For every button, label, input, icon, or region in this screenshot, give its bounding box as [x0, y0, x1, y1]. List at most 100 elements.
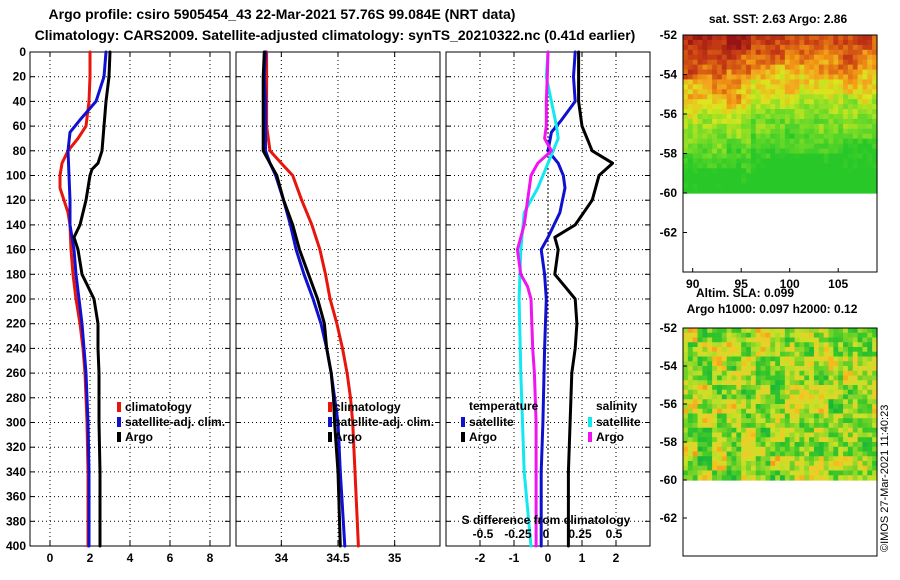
heatmap-cell — [838, 173, 844, 179]
heatmap-cell — [697, 399, 703, 405]
heatmap-cell — [857, 347, 864, 353]
heatmap-cell — [799, 437, 805, 443]
heatmap-cell — [692, 39, 699, 46]
heatmap-cell — [741, 188, 747, 194]
heatmap-cell — [780, 423, 786, 429]
heatmap-cell — [687, 370, 694, 377]
heatmap-cell — [780, 451, 786, 457]
xtick-label: 4 — [127, 551, 134, 565]
heatmap-cell — [731, 84, 737, 90]
heatmap-cell — [721, 375, 728, 381]
heatmap-cell — [843, 79, 849, 85]
heatmap-cell — [780, 394, 786, 400]
heatmap-cell — [702, 413, 708, 419]
heatmap-cell — [804, 328, 810, 334]
legend-swatch-temp-satellite — [461, 417, 465, 427]
heatmap-cell — [847, 427, 854, 434]
heatmap-cell — [731, 173, 737, 179]
heatmap-cell — [833, 99, 839, 105]
heatmap-cell — [828, 423, 834, 429]
heatmap-cell — [833, 394, 839, 400]
heatmap-cell — [862, 163, 868, 169]
heatmap-cell — [755, 54, 762, 61]
heatmap-cell — [760, 451, 767, 457]
heatmap-cell — [707, 35, 713, 41]
heatmap-cell — [823, 163, 830, 169]
heatmap-cell — [712, 456, 718, 462]
heatmap-cell — [687, 399, 694, 405]
heatmap-cell — [736, 59, 742, 66]
heatmap-cell — [794, 470, 800, 476]
heatmap-cell — [765, 89, 771, 95]
heatmap-cell — [765, 418, 771, 424]
heatmap-cell — [755, 456, 762, 462]
heatmap-cell — [823, 94, 830, 100]
heatmap-cell — [726, 153, 733, 160]
heatmap-cell — [692, 84, 699, 90]
heatmap-cell — [799, 84, 805, 90]
heatmap-cell — [736, 104, 742, 110]
heatmap-cell — [760, 385, 767, 391]
heatmap-cell — [843, 94, 849, 100]
heatmap-cell — [755, 332, 762, 339]
heatmap-cell — [794, 104, 800, 110]
heatmap-cell — [765, 446, 771, 453]
heatmap-cell — [809, 399, 815, 405]
heatmap-cell — [809, 451, 815, 457]
heatmap-cell — [852, 183, 859, 189]
heatmap-cell — [847, 375, 854, 381]
heatmap-cell — [726, 133, 733, 140]
heatmap-cell — [683, 153, 689, 160]
heatmap-cell — [833, 94, 839, 100]
heatmap-cell — [799, 442, 805, 448]
heatmap-cell — [872, 79, 878, 85]
heatmap-cell — [833, 470, 839, 476]
heatmap-cell — [702, 183, 708, 189]
heatmap-cell — [852, 375, 859, 381]
heatmap-cell — [702, 168, 708, 174]
heatmap-cell — [721, 380, 728, 386]
heatmap-cell — [760, 427, 767, 434]
heatmap-cell — [818, 461, 825, 467]
heatmap-cell — [770, 104, 776, 110]
heatmap-cell — [867, 375, 873, 381]
heatmap-cell — [755, 361, 762, 367]
legend-swatch-sal-satellite — [588, 417, 592, 427]
heatmap-cell — [847, 123, 854, 130]
heatmap-cell — [755, 399, 762, 405]
heatmap-cell — [833, 109, 839, 115]
heatmap-cell — [775, 89, 781, 95]
heatmap-cell — [789, 35, 796, 41]
heatmap-cell — [780, 385, 786, 391]
heatmap-cell — [857, 188, 864, 194]
heatmap-cell — [731, 148, 737, 155]
heatmap-cell — [697, 153, 703, 160]
heatmap-cell — [804, 423, 810, 429]
heatmap-cell — [707, 366, 713, 372]
heatmap-cell — [794, 418, 800, 424]
heatmap-cell — [809, 148, 815, 155]
heatmap-cell — [750, 461, 757, 467]
heatmap-cell — [707, 49, 713, 56]
map-ytick-label: -62 — [660, 226, 678, 240]
heatmap-cell — [692, 59, 699, 66]
heatmap-cell — [794, 366, 800, 372]
heatmap-cell — [823, 370, 830, 377]
heatmap-cell — [833, 35, 839, 41]
heatmap-cell — [789, 163, 796, 169]
heatmap-cell — [823, 128, 830, 135]
heatmap-cell — [818, 465, 825, 472]
heatmap-cell — [707, 408, 713, 415]
heatmap-cell — [683, 173, 689, 179]
heatmap-cell — [702, 79, 708, 85]
heatmap-cell — [818, 332, 825, 339]
heatmap-cell — [847, 74, 854, 81]
heatmap-cell — [838, 418, 844, 424]
heatmap-cell — [862, 437, 868, 443]
heatmap-cell — [857, 328, 864, 334]
heatmap-cell — [765, 123, 771, 130]
heatmap-cell — [770, 153, 776, 160]
heatmap-cell — [765, 54, 771, 61]
heatmap-cell — [804, 332, 810, 339]
heatmap-cell — [804, 456, 810, 462]
